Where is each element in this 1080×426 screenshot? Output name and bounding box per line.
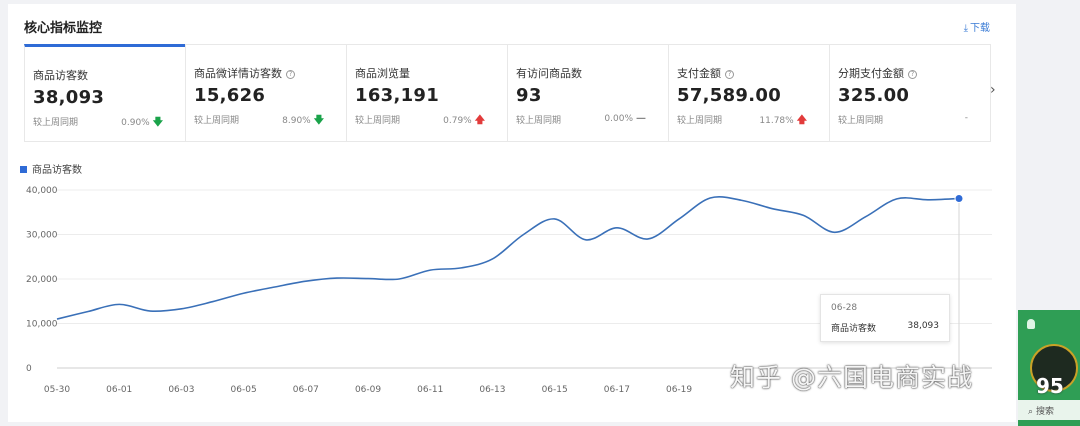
chevron-right-icon[interactable]: ›	[990, 82, 996, 98]
compare-label: 较上周同期	[194, 116, 240, 126]
side-search-label: 搜索	[1036, 407, 1055, 417]
x-tick-label: 06-05	[231, 385, 257, 395]
change-value: 0.79%	[443, 116, 472, 126]
x-tick-label: 06-13	[479, 385, 505, 395]
x-tick-label: 06-15	[542, 385, 568, 395]
help-icon[interactable]: ?	[286, 70, 295, 79]
side-widget: ⌕ 搜索	[1018, 310, 1080, 426]
tooltip-date: 06-28	[831, 303, 858, 313]
compare-label: 较上周同期	[838, 116, 884, 126]
arrow-down-icon: 🡇	[152, 117, 163, 128]
metric-value: 57,589.00	[677, 85, 782, 106]
compare-label: 较上周同期	[33, 118, 79, 128]
y-tick-label: 40,000	[26, 186, 58, 196]
metric-card-installment-amount[interactable]: 分期支付金额? 325.00 较上周同期 -	[829, 45, 990, 141]
dash-icon: —	[636, 113, 646, 124]
x-tick-label: 06-17	[604, 385, 630, 395]
tooltip-value: 38,093	[907, 321, 940, 331]
metric-label: 支付金额	[677, 67, 721, 80]
metric-label: 商品访客数	[33, 69, 88, 82]
y-tick-label: 0	[26, 364, 32, 374]
side-search-button[interactable]: ⌕ 搜索	[1018, 400, 1080, 420]
watermark-number: 95	[1036, 374, 1064, 398]
metric-card-visited-products[interactable]: 有访问商品数 93 较上周同期 0.00% —	[507, 45, 668, 141]
account-avatar[interactable]	[1030, 344, 1078, 392]
compare-label: 较上周同期	[677, 116, 723, 126]
panel-title: 核心指标监控	[24, 21, 103, 36]
compare-label: 较上周同期	[355, 116, 401, 126]
change-value: 8.90%	[282, 116, 311, 126]
arrow-up-icon: 🡅	[474, 115, 485, 126]
metric-value: 15,626	[194, 85, 266, 106]
metric-value: 38,093	[33, 87, 105, 108]
metric-label: 商品浏览量	[355, 67, 410, 80]
metric-value: 93	[516, 85, 542, 106]
compare-label: 较上周同期	[516, 116, 562, 126]
mic-icon[interactable]	[1027, 319, 1035, 329]
y-tick-label: 30,000	[26, 231, 58, 241]
watermark-text: 知乎 @六国电商实战	[730, 363, 973, 392]
x-tick-label: 06-03	[168, 385, 194, 395]
data-point-highlight	[954, 193, 964, 203]
x-tick-label: 06-19	[666, 385, 692, 395]
metric-value: 163,191	[355, 85, 440, 106]
metric-label: 有访问商品数	[516, 67, 582, 80]
metric-cards: 商品访客数 38,093 较上周同期 0.90% 🡇 商品微详情访客数? 15,62…	[24, 44, 991, 142]
help-icon[interactable]: ?	[725, 70, 734, 79]
download-label: 下载	[970, 23, 990, 34]
x-tick-label: 05-30	[44, 385, 70, 395]
change-value: 0.00%	[604, 114, 633, 124]
arrow-down-icon: 🡇	[313, 115, 324, 126]
search-icon: ⌕	[1028, 407, 1034, 417]
change-value: 0.90%	[121, 118, 150, 128]
core-metrics-panel: 核心指标监控 ⤓ 下载	[8, 4, 1016, 422]
x-tick-label: 06-11	[417, 385, 443, 395]
arrow-up-icon: 🡅	[796, 115, 807, 126]
change-value: -	[964, 113, 968, 123]
metric-label: 分期支付金额	[838, 67, 904, 80]
y-tick-label: 10,000	[26, 320, 58, 330]
download-button[interactable]: ⤓ 下载	[964, 19, 990, 34]
metric-card-micro-detail-visitors[interactable]: 商品微详情访客数? 15,626 较上周同期 8.90% 🡇	[185, 45, 346, 141]
x-tick-label: 06-09	[355, 385, 381, 395]
chart-tooltip: 06-28 商品访客数 38,093	[820, 294, 950, 342]
y-tick-label: 20,000	[26, 275, 58, 285]
metric-card-visitors[interactable]: 商品访客数 38,093 较上周同期 0.90% 🡇	[24, 44, 185, 141]
series-line-visitors	[56, 195, 960, 320]
metric-card-pageviews[interactable]: 商品浏览量 163,191 较上周同期 0.79% 🡅	[346, 45, 507, 141]
help-icon[interactable]: ?	[908, 70, 917, 79]
metric-value: 325.00	[838, 85, 910, 106]
metric-card-payment-amount[interactable]: 支付金额? 57,589.00 较上周同期 11.78% 🡅	[668, 45, 829, 141]
legend-label: 商品访客数	[32, 165, 82, 176]
x-tick-label: 06-07	[293, 385, 319, 395]
legend-swatch	[20, 166, 27, 173]
chart-legend[interactable]: 商品访客数	[20, 161, 82, 176]
metric-label: 商品微详情访客数	[194, 67, 282, 80]
download-icon: ⤓	[963, 23, 968, 34]
tooltip-label: 商品访客数	[831, 324, 877, 334]
change-value: 11.78%	[759, 116, 794, 126]
x-tick-label: 06-01	[106, 385, 132, 395]
